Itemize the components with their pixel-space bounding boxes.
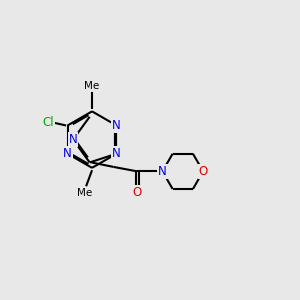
Text: O: O	[199, 165, 208, 178]
Text: Cl: Cl	[43, 116, 54, 129]
Text: N: N	[112, 147, 121, 160]
Text: Me: Me	[84, 80, 100, 91]
Text: N: N	[63, 147, 72, 160]
Text: Me: Me	[77, 188, 92, 198]
Text: N: N	[69, 133, 77, 146]
Text: O: O	[133, 186, 142, 199]
Text: N: N	[112, 119, 121, 132]
Text: N: N	[158, 165, 167, 178]
Text: N: N	[112, 147, 121, 160]
